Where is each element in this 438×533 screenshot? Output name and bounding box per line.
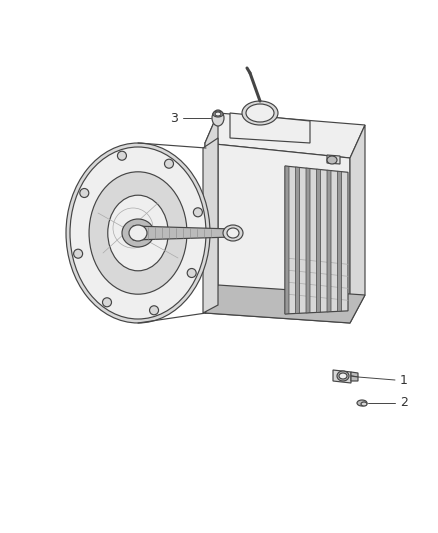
Polygon shape <box>205 113 218 313</box>
Ellipse shape <box>129 225 147 241</box>
Polygon shape <box>333 370 351 383</box>
Text: 1: 1 <box>400 374 408 386</box>
Polygon shape <box>327 155 340 164</box>
Polygon shape <box>350 125 365 323</box>
Ellipse shape <box>117 151 127 160</box>
Ellipse shape <box>246 104 274 122</box>
Ellipse shape <box>339 373 347 379</box>
Polygon shape <box>306 168 310 313</box>
Text: 2: 2 <box>400 397 408 409</box>
Ellipse shape <box>187 269 196 278</box>
Polygon shape <box>285 166 289 314</box>
Ellipse shape <box>165 159 173 168</box>
Ellipse shape <box>215 112 221 116</box>
Polygon shape <box>133 226 233 240</box>
Ellipse shape <box>194 208 202 217</box>
Ellipse shape <box>149 306 159 315</box>
Ellipse shape <box>70 147 206 319</box>
Ellipse shape <box>227 228 239 238</box>
Ellipse shape <box>108 195 168 271</box>
Ellipse shape <box>357 400 367 406</box>
Polygon shape <box>317 169 321 312</box>
Ellipse shape <box>122 219 154 247</box>
Ellipse shape <box>80 189 89 198</box>
Polygon shape <box>338 171 342 311</box>
Polygon shape <box>351 372 358 377</box>
Ellipse shape <box>361 402 367 406</box>
Ellipse shape <box>74 249 83 258</box>
Polygon shape <box>205 285 365 323</box>
Polygon shape <box>285 166 348 314</box>
Polygon shape <box>327 170 331 312</box>
Ellipse shape <box>223 225 243 241</box>
Polygon shape <box>205 143 350 323</box>
Polygon shape <box>296 167 300 313</box>
Ellipse shape <box>242 101 278 125</box>
Text: 3: 3 <box>170 111 178 125</box>
Polygon shape <box>203 138 218 313</box>
Ellipse shape <box>102 298 112 307</box>
Ellipse shape <box>213 111 223 117</box>
Polygon shape <box>230 113 310 143</box>
Ellipse shape <box>89 172 187 294</box>
Ellipse shape <box>337 371 349 381</box>
Ellipse shape <box>327 156 337 164</box>
Ellipse shape <box>212 110 224 126</box>
Ellipse shape <box>66 143 210 323</box>
Polygon shape <box>205 113 365 158</box>
Polygon shape <box>351 376 358 381</box>
